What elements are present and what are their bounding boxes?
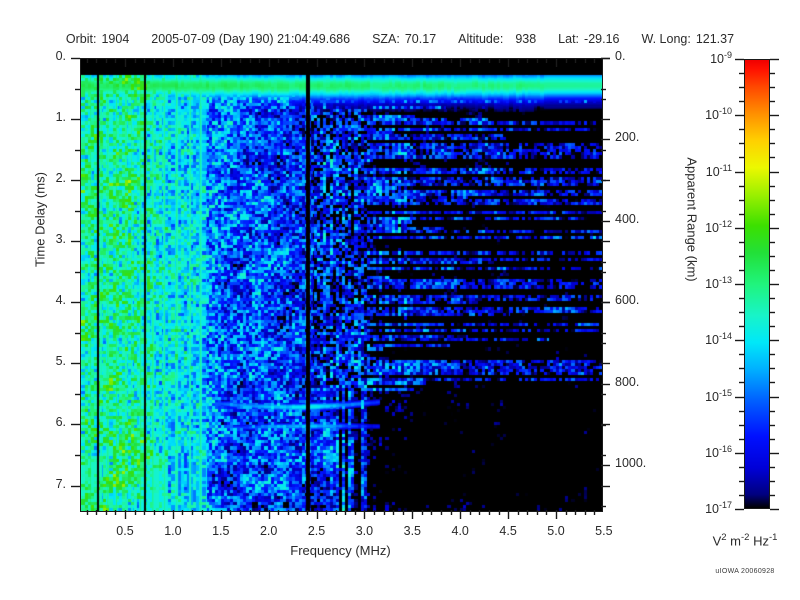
wlong-label: W. Long: (641, 32, 691, 46)
x-tick-8: 4.5 (499, 524, 517, 538)
x-tick-4: 2.5 (307, 524, 326, 538)
lat-value: -29.16 (584, 32, 620, 46)
y-left-tick-5: 5. (55, 354, 66, 369)
colorbar-tick-5: 10-14 (705, 331, 732, 348)
unit-exp-m: -2 (741, 532, 750, 543)
colorbar-tick-2: 10-11 (705, 162, 732, 179)
altitude-value: 938 (515, 32, 537, 46)
header-field-sza: SZA: 70.17 (372, 32, 436, 46)
altitude-label: Altitude: (458, 32, 504, 46)
x-tick-0: 0.5 (116, 524, 134, 538)
orbit-label: Orbit: (65, 32, 97, 46)
colorbar-tick-6: 10-15 (705, 387, 732, 404)
datetime-value: 2005-07-09 (Day 190) 21:04:49.686 (151, 32, 351, 46)
x-tick-9: 5.0 (547, 524, 565, 538)
x-tick-7: 4.0 (451, 524, 469, 538)
spectrogram-heatmap (81, 59, 602, 511)
y-axis-left-title: Time Delay (ms) (32, 172, 48, 267)
x-tick-2: 1.5 (212, 524, 230, 538)
y-left-tick-6: 6. (55, 415, 66, 430)
colorbar (744, 59, 770, 509)
header-field-wlong: W. Long: 121.37 (641, 32, 734, 46)
colorbar-tick-8: 10-17 (705, 500, 732, 517)
wlong-value: 121.37 (695, 32, 735, 46)
x-axis-title: Frequency (MHz) (290, 543, 391, 558)
colorbar-tick-7: 10-16 (705, 443, 732, 460)
colorbar-tick-4: 10-13 (705, 275, 732, 292)
sza-value: 70.17 (404, 32, 437, 46)
header-field-orbit: Orbit: 1904 (66, 32, 129, 46)
y-left-tick-1: 1. (55, 110, 66, 125)
y-right-tick-0: 0. (615, 49, 626, 63)
y-left-tick-2: 2. (55, 171, 66, 186)
orbit-value: 1904 (101, 32, 130, 46)
colorbar-unit-label: V2 m-2 Hz-1 (712, 532, 778, 549)
x-tick-10: 5.5 (595, 524, 613, 538)
colorbar-tick-1: 10-10 (705, 106, 732, 123)
colorbar-gradient (744, 59, 770, 509)
header-field-lat: Lat: -29.16 (558, 32, 619, 46)
credit-text: uIOWA 20060928 (715, 568, 775, 575)
unit-exp-hz: -1 (768, 532, 778, 543)
y-right-tick-5: 1000. (615, 456, 647, 471)
colorbar-tick-3: 10-12 (705, 218, 732, 235)
y-right-tick-2: 400. (615, 211, 640, 226)
header-info-bar: Orbit: 1904 2005-07-09 (Day 190) 21:04:4… (0, 30, 800, 48)
unit-exp-v: 2 (721, 532, 727, 543)
y-left-tick-0: 0. (55, 49, 66, 63)
header-field-datetime: 2005-07-09 (Day 190) 21:04:49.686 (151, 32, 350, 46)
x-tick-5: 3.0 (355, 524, 374, 538)
colorbar-tick-marks (735, 58, 779, 511)
lat-label: Lat: (558, 32, 580, 46)
y-right-tick-1: 200. (615, 130, 640, 145)
y-right-tick-4: 800. (615, 374, 640, 389)
y-left-tick-7: 7. (55, 476, 66, 491)
x-tick-6: 3.5 (403, 524, 422, 538)
y-left-tick-3: 3. (55, 232, 66, 247)
x-tick-1: 1.0 (164, 524, 182, 538)
x-tick-3: 2.0 (259, 524, 278, 538)
y-left-tick-4: 4. (55, 293, 66, 308)
header-field-altitude: Altitude: 938 (458, 32, 536, 46)
sza-label: SZA: (372, 32, 400, 46)
y-right-tick-3: 600. (615, 293, 640, 308)
colorbar-tick-0: 10-9 (710, 50, 732, 67)
spectrogram-plot-area (80, 58, 603, 512)
